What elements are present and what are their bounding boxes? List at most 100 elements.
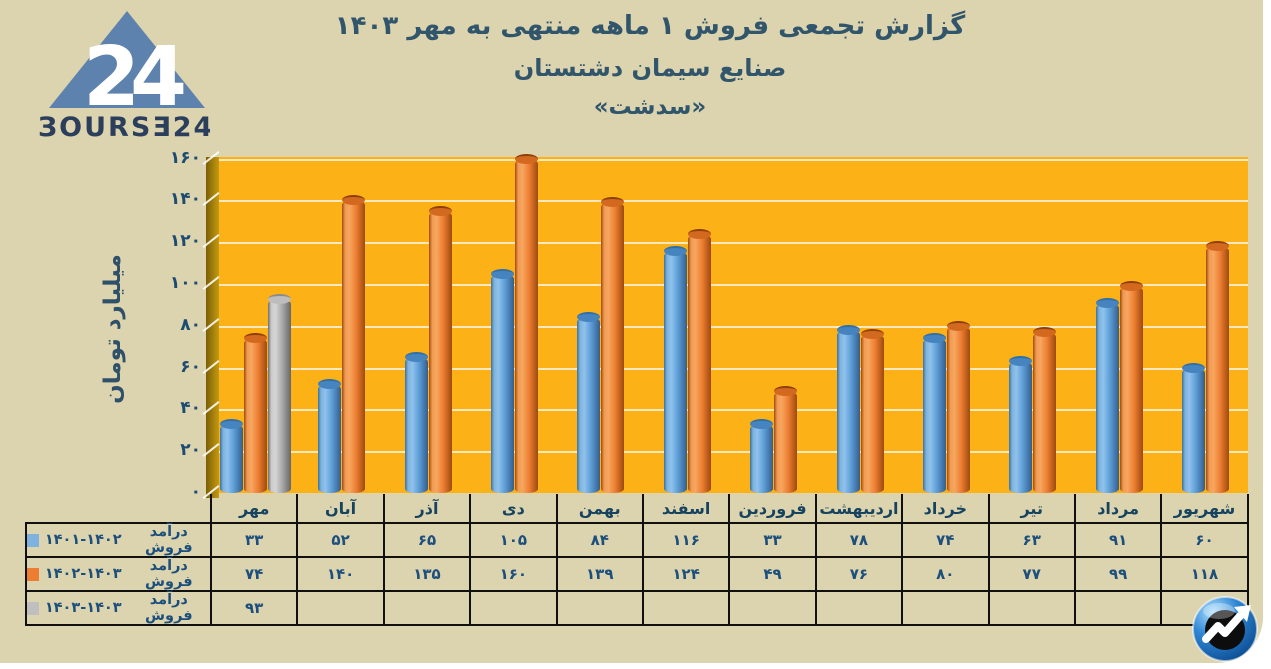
value-cell: ۷۴ bbox=[901, 522, 990, 558]
y-tick-label: ۸۰ bbox=[180, 314, 201, 335]
month-header-cell: شهریور bbox=[1160, 494, 1249, 524]
logo-triangle-icon bbox=[49, 11, 205, 108]
gridline bbox=[219, 325, 1248, 328]
value-cell: ۹۱ bbox=[1073, 522, 1163, 558]
value-cell bbox=[296, 590, 385, 626]
legend-cell: ۱۴۰۳-۱۴۰۳ درآمد فروش bbox=[25, 590, 212, 626]
legend-years: ۱۴۰۱-۱۴۰۲ bbox=[44, 532, 122, 548]
bar-group-10 bbox=[988, 157, 1074, 493]
value-cell: ۷۸ bbox=[814, 522, 904, 558]
value-cell: ۸۴ bbox=[555, 522, 644, 558]
bourse24-badge-icon bbox=[1192, 596, 1258, 662]
gridline bbox=[219, 367, 1248, 370]
title-line-1: گزارش تجمعی فروش ۱ ماهه منتهی به مهر ۱۴۰… bbox=[334, 11, 966, 41]
bar bbox=[404, 352, 428, 493]
value-cell: ۱۲۴ bbox=[641, 556, 731, 592]
bar bbox=[577, 312, 601, 493]
y-tick-label: ۶۰ bbox=[180, 356, 201, 377]
y-tick-label: ۱۲۰ bbox=[169, 231, 201, 252]
bar bbox=[342, 195, 366, 493]
bar-group-9 bbox=[901, 157, 987, 493]
month-header-cell: آذر bbox=[382, 494, 472, 524]
legend-years: ۱۴۰۲-۱۴۰۳ bbox=[44, 566, 122, 582]
bar bbox=[267, 294, 291, 493]
chart-title: گزارش تجمعی فروش ۱ ماهه منتهی به مهر ۱۴۰… bbox=[240, 4, 1060, 126]
legend-cell: ۱۴۰۱-۱۴۰۲ درآمد فروش bbox=[25, 522, 212, 558]
legend-swatch bbox=[27, 601, 39, 615]
bar bbox=[836, 325, 860, 493]
bar bbox=[947, 321, 971, 493]
month-header-cell: تیر bbox=[987, 494, 1076, 524]
bar bbox=[490, 269, 514, 493]
value-cell: ۳۳ bbox=[728, 522, 817, 558]
plot-area bbox=[219, 157, 1248, 493]
value-cell: ۶۵ bbox=[382, 522, 472, 558]
y-tick-label: ۲۰ bbox=[180, 440, 201, 461]
gridline bbox=[219, 242, 1248, 245]
value-cell bbox=[382, 590, 472, 626]
value-cell: ۹۳ bbox=[209, 590, 299, 626]
value-cell bbox=[1073, 590, 1163, 626]
table-corner-cell bbox=[26, 494, 211, 523]
value-cell: ۷۷ bbox=[987, 556, 1076, 592]
month-header-cell: مهر bbox=[209, 494, 299, 524]
bar-group-6 bbox=[642, 157, 728, 493]
value-cell: ۱۱۸ bbox=[1160, 556, 1249, 592]
gridline bbox=[219, 284, 1248, 286]
gridline bbox=[219, 158, 1248, 161]
month-header-cell: فروردین bbox=[728, 494, 817, 524]
month-header-cell: دی bbox=[469, 494, 558, 524]
bar bbox=[1119, 281, 1143, 493]
bar-group-12 bbox=[1161, 157, 1247, 493]
value-cell: ۱۰۵ bbox=[469, 522, 558, 558]
bar bbox=[1033, 327, 1057, 493]
legend-label: درآمد فروش bbox=[145, 558, 193, 590]
legend-cell: ۱۴۰۲-۱۴۰۳ درآمد فروش bbox=[25, 556, 212, 592]
legend-swatch bbox=[27, 567, 39, 581]
month-header-cell: اردیبهشت bbox=[814, 494, 904, 524]
badge-arrow-head-icon bbox=[1234, 605, 1251, 622]
value-cell bbox=[901, 590, 990, 626]
value-cell: ۱۳۹ bbox=[555, 556, 644, 592]
y-tick-label: ۱۴۰ bbox=[169, 189, 201, 210]
bar-group-1 bbox=[210, 157, 296, 493]
bourse24-logo: 24 ЗOURSƎ24 bbox=[38, 11, 210, 143]
bar-group-11 bbox=[1074, 157, 1160, 493]
bar bbox=[1009, 356, 1033, 493]
bar-group-8 bbox=[815, 157, 901, 493]
title-line-3: «سدشت» bbox=[593, 94, 707, 120]
value-cell bbox=[814, 590, 904, 626]
gridline bbox=[219, 451, 1248, 454]
badge-gloss bbox=[1203, 603, 1235, 619]
bar bbox=[243, 333, 267, 493]
bar bbox=[601, 197, 625, 493]
bar bbox=[750, 419, 774, 493]
value-cell: ۱۶۰ bbox=[469, 556, 558, 592]
y-tick-label: ۱۶۰ bbox=[169, 147, 201, 168]
bar-group-7 bbox=[729, 157, 815, 493]
month-header-cell: اسفند bbox=[641, 494, 731, 524]
value-cell: ۶۰ bbox=[1160, 522, 1249, 558]
bar bbox=[860, 329, 884, 493]
month-header-cell: آبان bbox=[296, 494, 385, 524]
bar bbox=[923, 333, 947, 493]
value-cell: ۱۳۵ bbox=[382, 556, 472, 592]
title-line-2: صنایع سیمان دشتستان bbox=[513, 54, 787, 82]
bar-group-5 bbox=[556, 157, 642, 493]
value-cell: ۵۲ bbox=[296, 522, 385, 558]
value-cell bbox=[641, 590, 731, 626]
bar bbox=[1206, 241, 1230, 493]
y-tick-label: ۰ bbox=[190, 482, 201, 502]
month-header-cell: مرداد bbox=[1073, 494, 1163, 524]
legend-label: درآمد فروش bbox=[145, 592, 193, 624]
bar bbox=[219, 419, 243, 493]
y-tick-label: ۴۰ bbox=[180, 398, 201, 419]
bar bbox=[428, 206, 452, 493]
value-cell: ۷۴ bbox=[209, 556, 299, 592]
bar bbox=[774, 386, 798, 493]
bar bbox=[1095, 298, 1119, 493]
logo-text: ЗOURSƎ24 bbox=[38, 112, 210, 143]
bar bbox=[1182, 363, 1206, 493]
y-tick-label: ۱۰۰ bbox=[169, 273, 201, 293]
